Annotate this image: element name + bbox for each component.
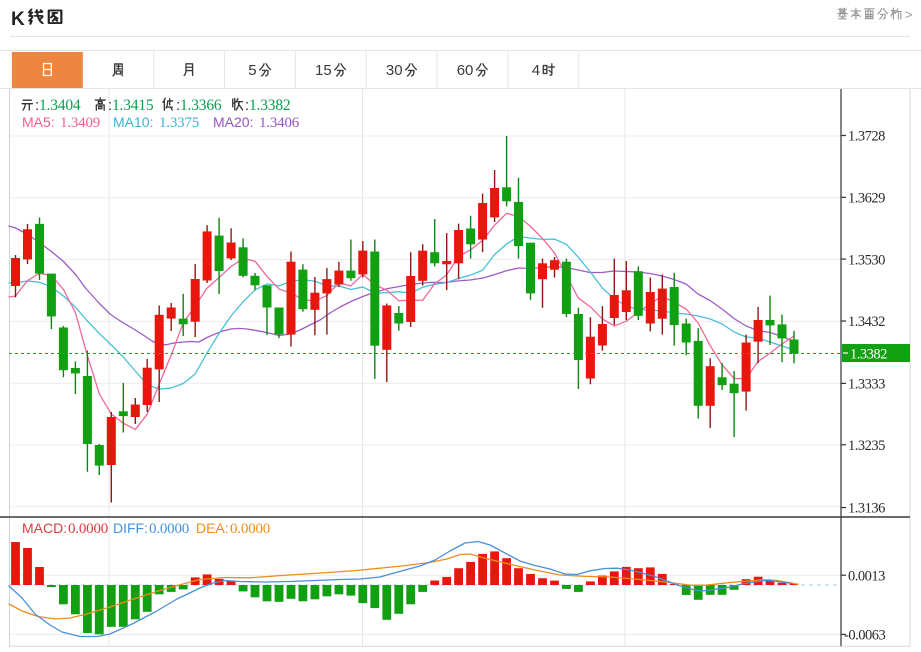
svg-text:1.3629: 1.3629: [848, 191, 885, 207]
svg-text:15: 15: [315, 62, 332, 79]
svg-text:>: >: [905, 7, 913, 22]
svg-text:4: 4: [532, 62, 540, 79]
svg-text:-0.0063: -0.0063: [844, 628, 885, 644]
svg-text:1.3530: 1.3530: [848, 252, 885, 268]
svg-text:60: 60: [457, 62, 474, 79]
svg-text:1.3333: 1.3333: [848, 377, 885, 393]
svg-text:1.3235: 1.3235: [848, 438, 885, 454]
svg-text:1.3382: 1.3382: [249, 97, 290, 114]
svg-text:MA5:: MA5:: [22, 114, 55, 130]
svg-text:MA20:: MA20:: [213, 114, 253, 130]
svg-text:1.3432: 1.3432: [848, 314, 885, 330]
svg-text::: :: [176, 97, 180, 114]
svg-text:0.0000: 0.0000: [149, 521, 189, 537]
svg-text:1.3404: 1.3404: [39, 97, 81, 114]
svg-text:5: 5: [248, 62, 256, 79]
svg-text::: :: [35, 97, 39, 114]
svg-text:DEA:: DEA:: [196, 520, 229, 536]
svg-text:1.3375: 1.3375: [159, 115, 199, 131]
svg-text:1.3136: 1.3136: [848, 501, 885, 517]
svg-text:1.3415: 1.3415: [112, 97, 154, 114]
svg-text:1.3366: 1.3366: [180, 97, 222, 114]
svg-text:K: K: [11, 9, 25, 30]
svg-text:1.3409: 1.3409: [60, 115, 100, 131]
svg-text:DIFF:: DIFF:: [113, 520, 148, 536]
svg-text:MACD:: MACD:: [22, 520, 67, 536]
svg-text:0.0000: 0.0000: [68, 521, 108, 537]
svg-text:1.3406: 1.3406: [259, 115, 300, 131]
svg-text:MA10:: MA10:: [113, 114, 153, 130]
svg-text:1.3728: 1.3728: [848, 129, 885, 145]
svg-text::: :: [245, 97, 249, 114]
svg-text:1.3382: 1.3382: [850, 346, 887, 362]
svg-text::: :: [108, 97, 112, 114]
svg-text:0.0013: 0.0013: [848, 568, 885, 584]
svg-text:0.0000: 0.0000: [230, 521, 270, 537]
svg-text:30: 30: [386, 62, 403, 79]
